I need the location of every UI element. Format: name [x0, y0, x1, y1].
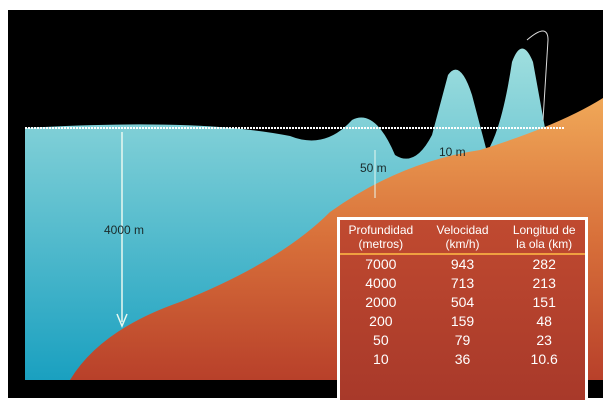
table-row: 2000 504 151 — [340, 293, 585, 312]
table-row: 10 36 10.6 — [340, 350, 585, 369]
table-cell: 151 — [532, 294, 556, 310]
depth-label: 4000 m — [104, 223, 144, 237]
header-text: (km/h) — [445, 237, 480, 251]
table-cell: 713 — [450, 275, 475, 291]
wave-outline — [526, 30, 549, 121]
header-text: Profundidad — [348, 223, 414, 237]
table-row: 4000 713 213 — [340, 274, 585, 293]
table-cell: 7000 — [365, 256, 397, 272]
table-cell: 23 — [536, 332, 552, 348]
table-row: 50 79 23 — [340, 331, 585, 350]
table-cell: 10 — [373, 351, 389, 367]
data-table: Profundidad (metros) Velocidad (km/h) Longit… — [337, 217, 588, 403]
header-cell: Velocidad (km/h) — [422, 223, 504, 251]
table-cell: 282 — [532, 256, 556, 272]
table-cell: 504 — [450, 294, 475, 310]
wave-label: 50 m — [360, 161, 387, 175]
table-cell: 36 — [454, 351, 471, 367]
table-cell: 4000 — [365, 275, 397, 291]
table-cell: 159 — [450, 313, 475, 329]
table-cell: 50 — [373, 332, 389, 348]
header-text: Longitud de — [512, 223, 576, 237]
table-cell: 943 — [450, 256, 475, 272]
header-cell: Longitud de la ola (km) — [503, 223, 585, 251]
header-text: la ola (km) — [516, 237, 573, 251]
wave-label: 10 m — [439, 145, 466, 159]
table-cell: 200 — [369, 313, 393, 329]
header-cell: Profundidad (metros) — [340, 223, 422, 251]
table-cell: 79 — [454, 332, 471, 348]
table-cell: 48 — [536, 313, 552, 329]
table-row: 7000 943 282 — [340, 255, 585, 274]
header-text: Velocidad — [436, 223, 489, 237]
table-cell: 10.6 — [530, 351, 558, 367]
arrow-head — [116, 313, 128, 328]
header-text: (metros) — [358, 237, 404, 251]
table-row: 200 159 48 — [340, 312, 585, 331]
table-cell: 213 — [532, 275, 556, 291]
table-cell: 2000 — [365, 294, 397, 310]
header-row: Profundidad (metros) Velocidad (km/h) Longit… — [340, 220, 585, 255]
